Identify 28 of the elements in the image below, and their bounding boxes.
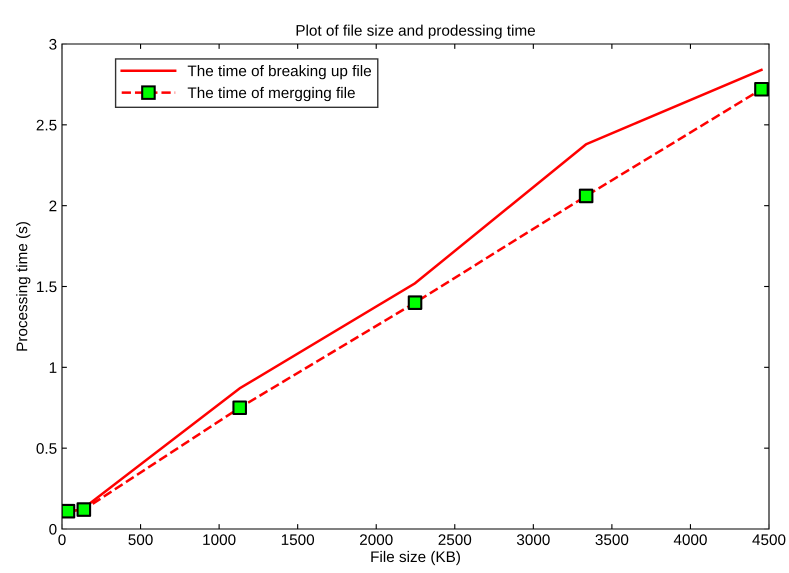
point xyxy=(754,82,769,97)
x-tick-label: 3000 xyxy=(516,534,550,546)
x-tick-label: 4500 xyxy=(752,534,786,546)
x-tick-label: 3500 xyxy=(595,534,628,546)
legend-label: The time of mergging file xyxy=(188,86,355,102)
point xyxy=(578,188,594,204)
x-tick-label: 1000 xyxy=(203,534,236,546)
point xyxy=(62,504,76,519)
y-tick-label: 1.5 xyxy=(37,282,56,292)
legend-label: The time of breaking up file xyxy=(188,65,371,80)
x-tick-label: 500 xyxy=(128,534,153,546)
y-tick-label: 0 xyxy=(49,524,57,535)
y-axis-title: Processing time (s) xyxy=(16,222,30,351)
point xyxy=(232,400,247,416)
x-tick-label: 0 xyxy=(58,534,66,546)
x-axis-title: File size (KB) xyxy=(371,550,460,566)
chart-title: Plot of file size and prodessing time xyxy=(296,24,535,39)
y-tick-label: 3 xyxy=(49,38,56,50)
point xyxy=(408,295,422,310)
y-tick-label: 2 xyxy=(49,200,56,212)
x-tick-label: 1500 xyxy=(282,534,314,546)
x-tick-label: 2500 xyxy=(438,534,472,546)
y-tick-label: 2.5 xyxy=(36,120,56,131)
point xyxy=(76,502,92,517)
x-tick-label: 4000 xyxy=(674,534,707,546)
y-tick-label: 0.5 xyxy=(36,443,56,454)
x-tick-label: 2000 xyxy=(360,534,393,546)
y-tick-label: 1 xyxy=(50,362,56,373)
